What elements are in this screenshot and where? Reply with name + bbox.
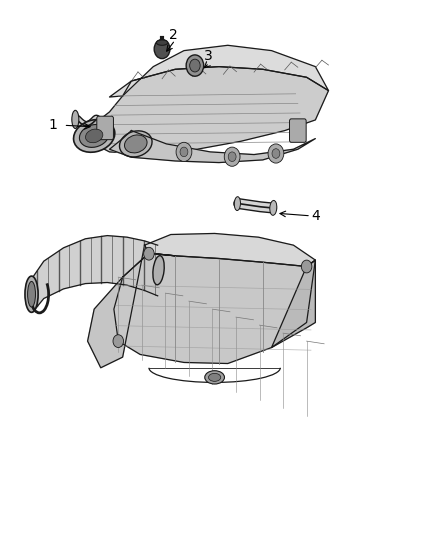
Ellipse shape — [25, 276, 38, 312]
Circle shape — [272, 149, 280, 158]
Ellipse shape — [234, 197, 240, 211]
Ellipse shape — [153, 256, 164, 285]
Ellipse shape — [72, 110, 79, 128]
Circle shape — [228, 152, 236, 161]
Circle shape — [190, 59, 200, 72]
Ellipse shape — [120, 131, 152, 157]
Circle shape — [224, 147, 240, 166]
Ellipse shape — [124, 135, 147, 153]
Circle shape — [154, 39, 170, 59]
Text: 4: 4 — [311, 209, 320, 223]
Polygon shape — [114, 253, 315, 364]
Text: 3: 3 — [204, 49, 212, 63]
FancyBboxPatch shape — [290, 119, 306, 142]
Circle shape — [186, 55, 204, 76]
Text: 1: 1 — [48, 118, 57, 132]
Polygon shape — [88, 245, 175, 368]
Circle shape — [268, 144, 284, 163]
Ellipse shape — [28, 281, 35, 307]
Circle shape — [301, 260, 312, 273]
Ellipse shape — [74, 119, 115, 152]
Polygon shape — [79, 67, 328, 155]
Polygon shape — [110, 131, 315, 163]
Ellipse shape — [205, 371, 224, 384]
Ellipse shape — [156, 40, 168, 45]
Circle shape — [144, 247, 154, 260]
Ellipse shape — [270, 200, 277, 215]
Circle shape — [113, 335, 124, 348]
Polygon shape — [272, 260, 315, 348]
Text: 2: 2 — [169, 28, 177, 42]
Ellipse shape — [208, 373, 221, 382]
Circle shape — [176, 142, 192, 161]
Circle shape — [180, 147, 188, 157]
Ellipse shape — [85, 129, 103, 143]
Ellipse shape — [79, 124, 109, 148]
FancyBboxPatch shape — [97, 116, 113, 140]
Polygon shape — [33, 236, 158, 312]
Polygon shape — [110, 45, 328, 97]
Polygon shape — [145, 233, 315, 266]
